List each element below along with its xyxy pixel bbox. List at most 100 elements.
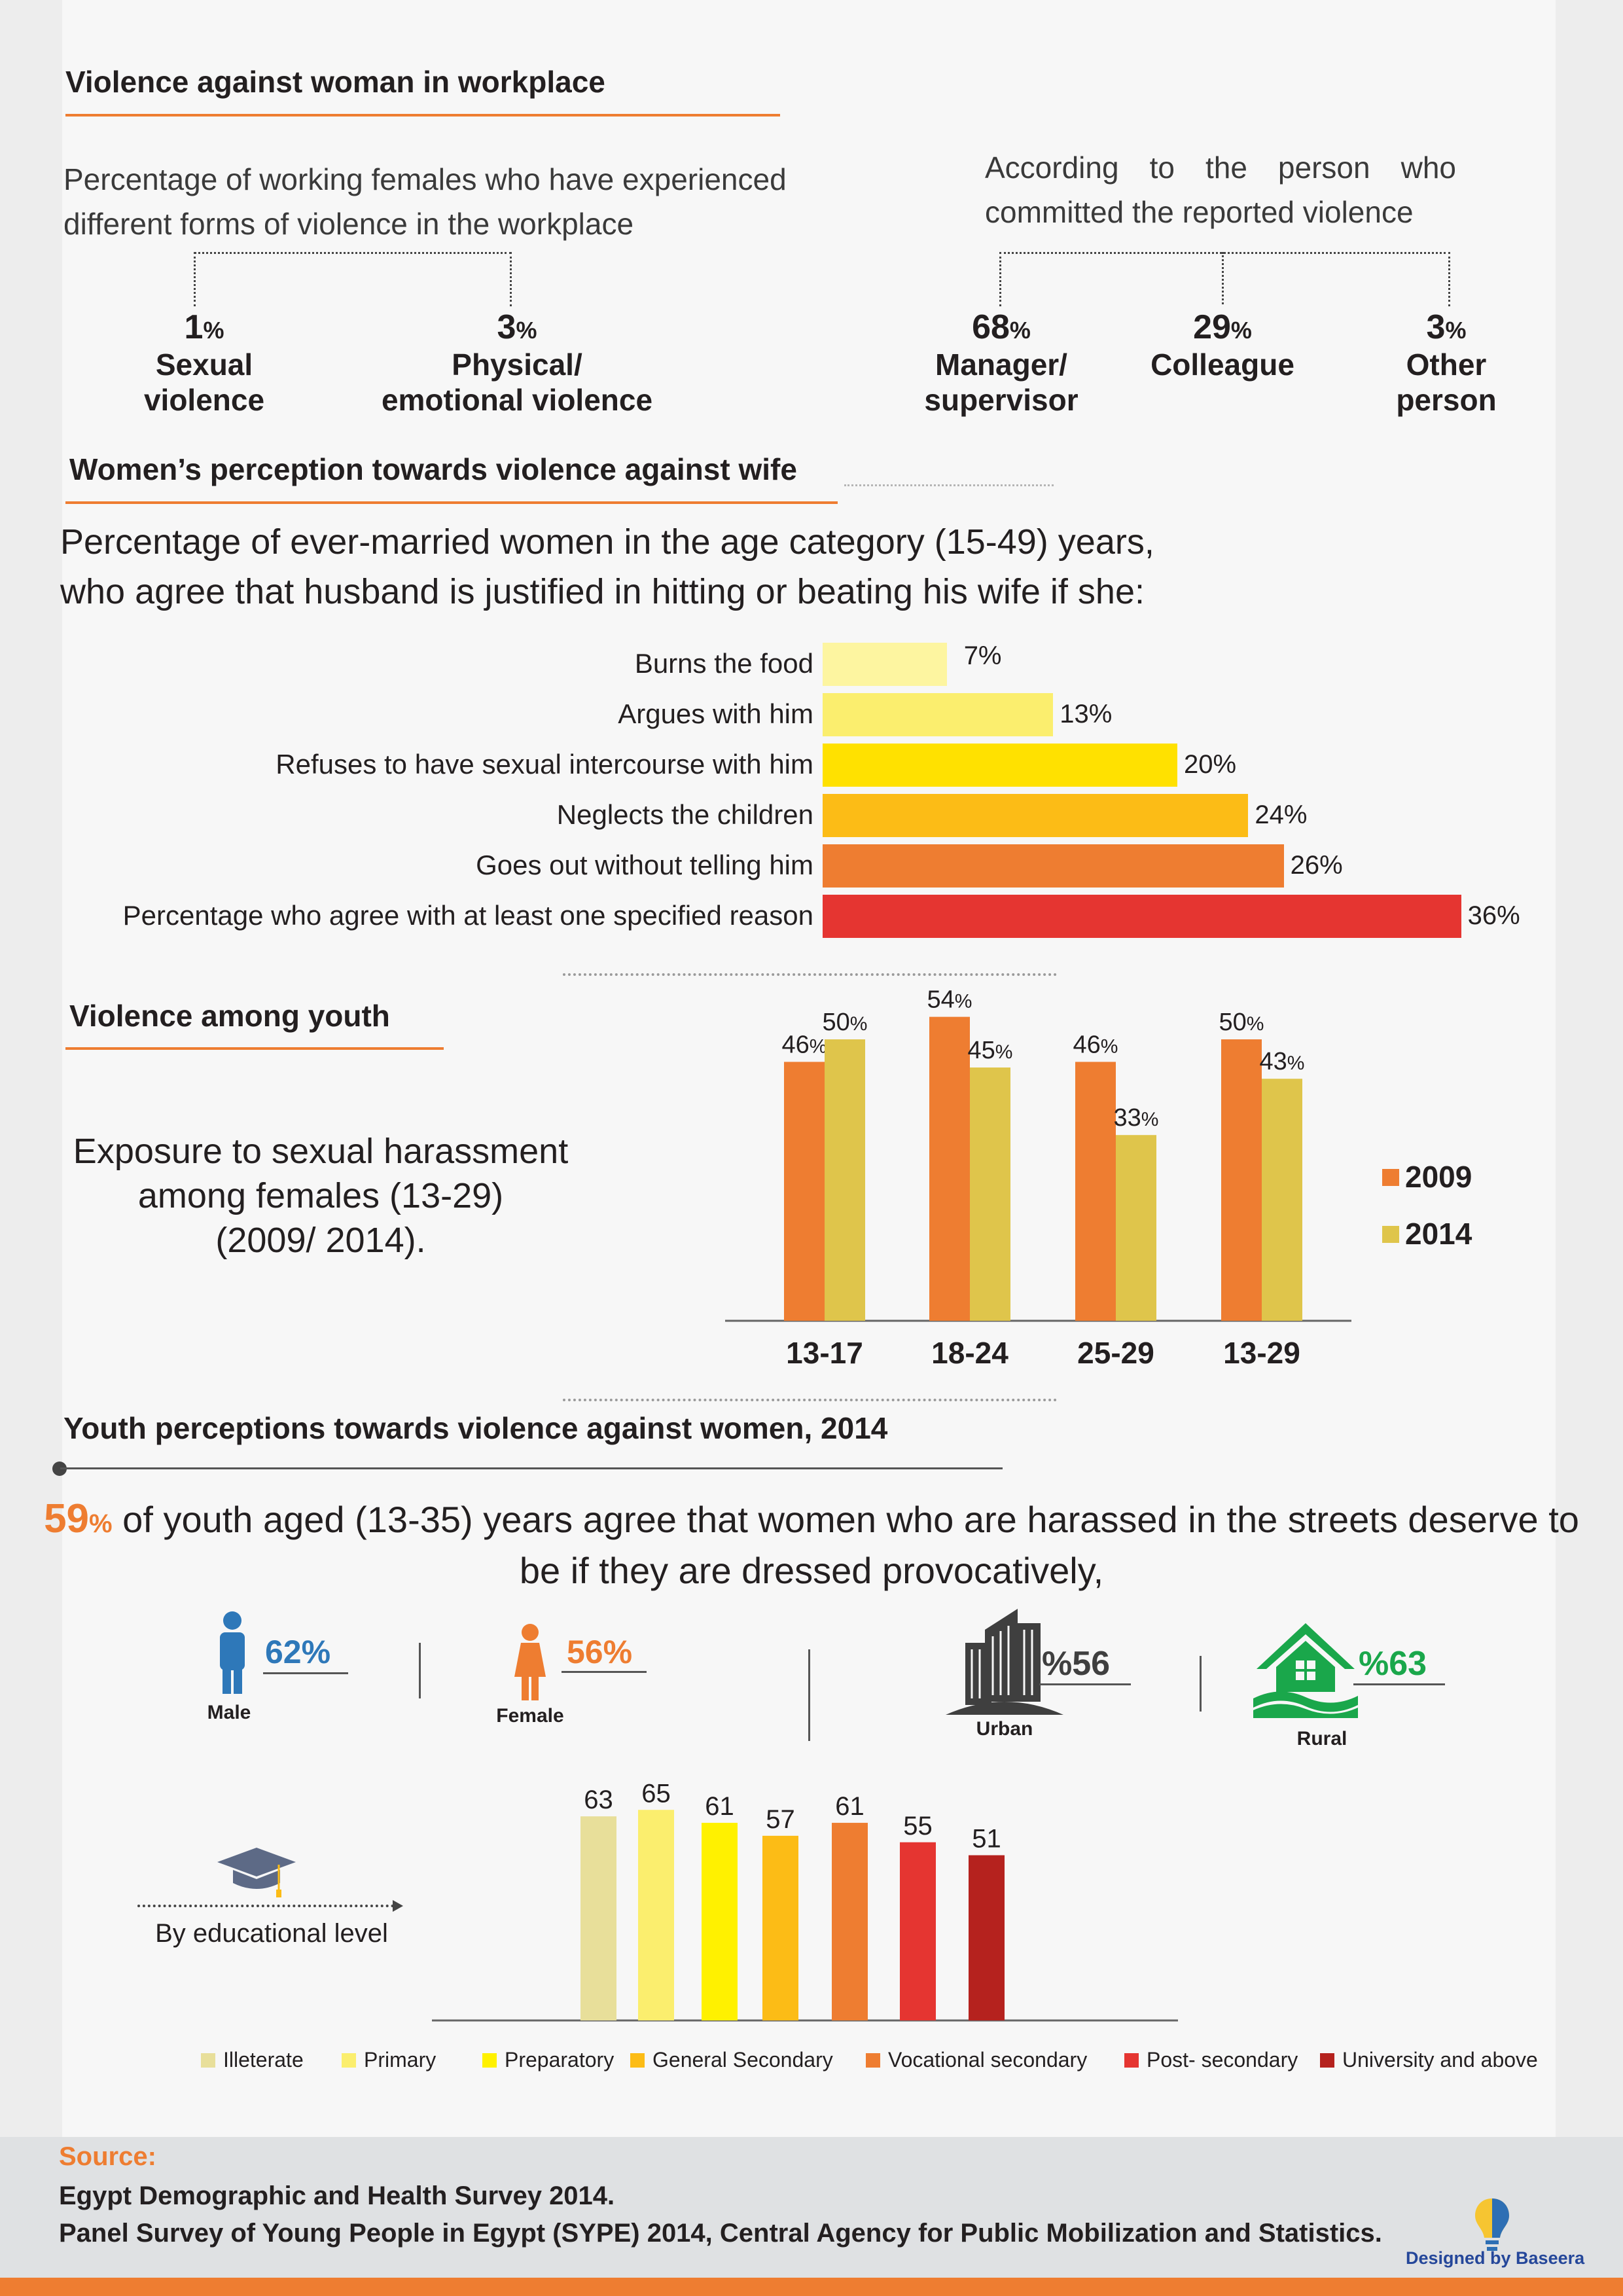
bar-value-label: 61 [705, 1792, 734, 1821]
bar-category-label: Neglects the children [556, 799, 813, 830]
bar-value-label: 43% [1260, 1048, 1305, 1075]
bar-2014 [1262, 1079, 1302, 1321]
section-title-perception: Women’s perception towards violence agai… [69, 452, 797, 486]
bar-value-label: 57 [766, 1805, 795, 1834]
stat-manager: 68% Manager/ supervisor [924, 308, 1079, 417]
bar-value-label: 51 [972, 1825, 1001, 1854]
source-line-2: Panel Survey of Young People in Egypt (S… [59, 2219, 1382, 2248]
youth-headline: 59% of youth aged (13-35) years agree th… [0, 1496, 1623, 1594]
female-value: 56% [567, 1634, 633, 1670]
bar [832, 1823, 868, 2020]
urban-value: %56 [1042, 1645, 1111, 1683]
rural-value: %63 [1359, 1645, 1427, 1683]
bracket-right [999, 252, 1450, 306]
legend-swatch [1382, 1226, 1399, 1243]
edu-label: By educational level [155, 1919, 388, 1948]
stat-colleague: 29% Colleague [1150, 308, 1294, 382]
city-icon [946, 1609, 1063, 1715]
bar-category-label: Burns the food [634, 648, 813, 679]
male-underline [263, 1672, 348, 1674]
legend-item: Post- secondary [1124, 2048, 1298, 2072]
dotted-divider [563, 1399, 1057, 1401]
youth-violence-desc-3: (2009/ 2014). [215, 1221, 426, 1260]
male-icon [220, 1611, 245, 1694]
legend-label: 2009 [1405, 1160, 1472, 1194]
rural-label: Rural [1296, 1728, 1347, 1749]
legend-label: Preparatory [505, 2048, 615, 2072]
house-icon [1253, 1623, 1358, 1718]
edu-arrow-line [137, 1905, 399, 1907]
workplace-right-desc: According to the person who committed th… [985, 151, 1456, 229]
dotted-divider [563, 973, 1057, 976]
legend-label: University and above [1342, 2048, 1538, 2072]
bar-category-label: Argues with him [618, 698, 813, 729]
bar [823, 744, 1177, 787]
bar [702, 1823, 738, 2020]
legend-swatch [342, 2053, 356, 2068]
stat-other-person: 3% Other person [1396, 308, 1497, 417]
bracket-left [194, 252, 512, 306]
bullet-dot [52, 1462, 67, 1476]
legend-item: Primary [342, 2048, 436, 2072]
lightbulb-logo-icon [1475, 2198, 1509, 2251]
title-underline [65, 114, 780, 117]
bar-2014 [1116, 1135, 1156, 1321]
male-value: 62% [265, 1634, 331, 1670]
bar [900, 1842, 936, 2020]
legend-label: Vocational secondary [888, 2048, 1088, 2072]
x-tick-label: 13-29 [1223, 1336, 1300, 1370]
x-tick-label: 25-29 [1077, 1336, 1154, 1370]
divider [808, 1649, 810, 1741]
male-label: Male [207, 1702, 251, 1723]
legend-swatch [201, 2053, 215, 2068]
bar [762, 1835, 798, 2020]
bottom-strip [0, 2278, 1623, 2296]
bar-category-label: Goes out without telling him [476, 850, 813, 880]
dotted-divider [844, 484, 1054, 486]
legend-swatch [866, 2053, 880, 2068]
bar-2014 [825, 1039, 865, 1321]
bar [638, 1810, 674, 2020]
legend-item: University and above [1320, 2048, 1538, 2072]
legend-label: Primary [364, 2048, 437, 2072]
bar-value-label: 61 [835, 1792, 865, 1821]
bar-value-label: 45% [968, 1037, 1013, 1064]
bar-value-label: 13% [1060, 700, 1113, 728]
graduation-cap-icon [217, 1848, 296, 1897]
bar-2009 [1221, 1039, 1262, 1321]
female-underline [562, 1671, 647, 1673]
section-title-youth-perception: Youth perceptions towards violence again… [63, 1411, 888, 1445]
x-tick-label: 13-17 [786, 1336, 863, 1370]
legend-item: Preparatory [482, 2048, 614, 2072]
bar [580, 1816, 616, 2020]
bar-2014 [970, 1067, 1010, 1321]
bar-value-label: 46% [1073, 1031, 1118, 1058]
youth-headline-line-2: be if they are dressed provocatively, [519, 1550, 1104, 1591]
stat-physical-violence: 3% Physical/ emotional violence [381, 308, 653, 417]
legend-swatch [1320, 2053, 1334, 2068]
section-title-workplace: Violence against woman in workplace [65, 65, 605, 99]
bar-value-label: 65 [641, 1779, 671, 1808]
headline-text: of youth aged (13-35) years agree that w… [112, 1499, 1579, 1540]
legend-label: Post- secondary [1147, 2048, 1298, 2072]
bar [823, 643, 947, 686]
divider [419, 1643, 421, 1698]
legend-item: Illeterate [201, 2048, 304, 2072]
bar-value-label: 36% [1467, 901, 1520, 930]
female-icon [514, 1624, 546, 1700]
arrow-head-icon [393, 1900, 403, 1912]
bar-value-label: 46% [782, 1031, 827, 1058]
perception-desc: Percentage of ever-married women in the … [60, 517, 1154, 617]
legend-item: Vocational secondary [866, 2048, 1087, 2072]
title-underline [65, 501, 838, 504]
title-underline [65, 1047, 444, 1050]
perception-line-1: Percentage of ever-married women in the … [60, 522, 1154, 562]
designer-credit: Designed by Baseera [1406, 2248, 1585, 2268]
rural-underline [1353, 1683, 1445, 1685]
source-footer: Source: Egypt Demographic and Health Sur… [0, 2137, 1623, 2278]
stat-sexual-violence: 1% Sexual violence [143, 308, 265, 417]
bar-value-label: 24% [1255, 800, 1308, 829]
bar-value-label: 50% [823, 1009, 868, 1036]
bar [823, 895, 1461, 938]
